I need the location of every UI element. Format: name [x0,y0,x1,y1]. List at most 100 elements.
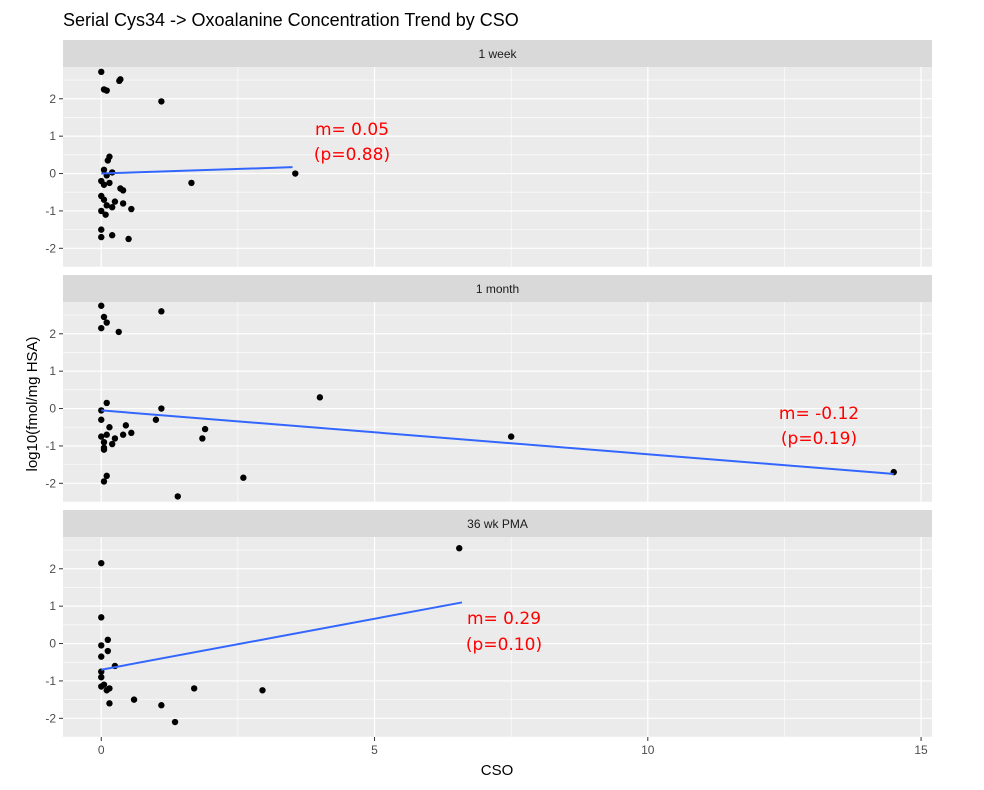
data-point [106,700,113,707]
facet-panel: 1 month -2 -1 0 1 2 [45,275,932,503]
data-point [119,187,127,194]
data-point [103,87,110,94]
data-point [158,98,165,105]
data-point [100,313,108,321]
data-point [100,438,108,446]
data-point [104,636,112,644]
regression-line [101,409,894,475]
facet-strip [63,275,932,302]
facet-panel: 36 wk PMA -2 -1 0 1 2 [45,510,932,738]
y-tick-label: 2 [49,327,56,341]
x-tick-label: 15 [914,743,928,757]
data-point [103,687,110,694]
x-axis: 0 5 10 15 [98,737,928,757]
data-point [103,472,110,480]
data-point [98,302,105,309]
data-point [259,687,266,694]
data-point [201,425,209,433]
data-point [174,493,181,500]
data-point [240,474,247,481]
p-value-annotation: (p=0.19) [781,429,857,449]
data-point [122,422,130,429]
p-value-annotation: (p=0.10) [466,635,542,655]
slope-annotation: m= 0.05 [315,120,389,140]
data-point [98,68,105,76]
data-point [103,399,110,407]
data-point [316,394,324,401]
facet-strip [63,510,932,537]
data-point [98,416,105,423]
y-tick-label: -1 [45,439,56,453]
data-point [171,718,179,726]
data-point [106,424,113,431]
x-tick-label: 5 [371,743,378,757]
data-point [158,405,165,412]
y-tick-label: -2 [45,711,56,725]
panel-background [63,67,932,267]
x-tick-label: 0 [98,743,105,757]
data-point [103,319,110,326]
data-point [152,416,160,423]
data-point [158,702,165,709]
facet-panel: 1 week -2 -1 0 1 2 [45,40,932,268]
data-point [115,328,122,336]
y-tick-label: 1 [49,129,56,143]
data-point [98,642,105,649]
data-point [111,435,119,442]
data-point [292,170,299,177]
panel-background [63,302,932,502]
data-point [108,440,116,448]
chart-title: Serial Cys34 -> Oxoalanine Concentration… [63,10,519,30]
regression-line [101,601,463,671]
slope-annotation: m= 0.29 [467,609,541,629]
data-point [119,200,127,207]
data-point [125,235,132,243]
y-tick-label: -1 [45,674,56,688]
data-point [98,226,105,233]
y-tick-label: 1 [49,599,56,613]
regression-line [101,166,293,175]
data-point [98,614,105,621]
data-point [188,179,195,187]
data-point [98,324,105,332]
data-point [98,433,105,440]
data-point [102,211,109,218]
data-point [158,308,165,315]
data-point [106,179,113,187]
data-point [100,181,108,188]
p-value-annotation: (p=0.88) [314,145,390,165]
facet-strip-label: 1 month [476,282,519,296]
data-point [119,431,127,438]
data-point [130,696,138,703]
panel-background [63,537,932,737]
data-point [100,446,108,453]
y-tick-label: 0 [49,167,56,181]
y-axis-title: log10(fmol/mg HSA) [24,336,41,471]
data-point [128,205,135,213]
data-point [98,559,105,567]
data-point [108,232,116,239]
data-point [456,545,463,552]
facet-panels: 1 week -2 -1 0 1 2 1 month -2 -1 0 1 2 36 wk PMA -2 -1… [45,40,932,738]
y-tick-label: -1 [45,204,56,218]
data-point [103,431,110,438]
data-point [190,685,198,692]
data-point [104,647,112,655]
data-point [98,683,105,690]
facet-strip-label: 1 week [478,47,517,61]
data-point [116,77,123,85]
data-point [108,203,116,211]
data-point [98,407,105,414]
y-tick-label: -2 [45,476,56,490]
y-tick-label: 0 [49,637,56,651]
facet-strip [63,40,932,67]
data-point [100,166,108,174]
data-point [100,478,108,485]
data-point [199,435,206,442]
data-point [98,233,105,241]
data-point [100,196,108,203]
data-point [98,673,105,681]
data-point [98,653,105,660]
y-tick-label: 1 [49,364,56,378]
